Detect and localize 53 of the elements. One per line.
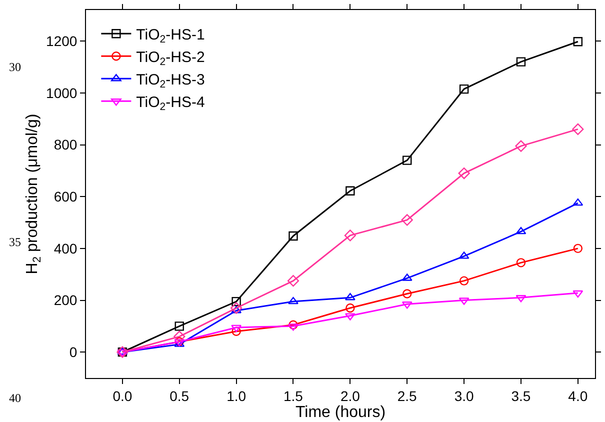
legend-label: TiO$_{2}$-HS-4 [136, 94, 205, 114]
legend-label: TiO$_{2}$-HS-1 [136, 26, 205, 46]
x-tick-label: 3.5 [511, 388, 531, 404]
point [573, 37, 583, 46]
y-tick-label: 400 [54, 240, 78, 256]
point [573, 244, 583, 254]
point [572, 198, 584, 206]
point [572, 123, 584, 136]
text: 40 [9, 391, 21, 405]
point [288, 296, 298, 304]
point [346, 186, 355, 196]
point [402, 156, 412, 165]
y-tick-label: 1200 [46, 33, 78, 49]
point [459, 276, 469, 286]
x-tick-label: 0.5 [170, 388, 190, 404]
point [402, 289, 412, 298]
y-tick-label: 200 [54, 292, 78, 308]
x-tick-label: 2.5 [397, 388, 418, 404]
point [287, 275, 300, 287]
legend-label: TiO$_{2}$-HS-3 [136, 71, 205, 91]
point [516, 57, 526, 66]
point [458, 167, 470, 180]
point [346, 303, 355, 313]
point [516, 226, 526, 234]
y-tick-label: 600 [54, 188, 78, 204]
point [232, 326, 241, 336]
legend-label: TiO$_{2}$-HS-2 [136, 48, 205, 68]
point [288, 320, 298, 330]
point [459, 84, 469, 94]
point [174, 322, 184, 331]
y-tick-label: 0 [69, 344, 78, 360]
x-tick-label: 3.0 [454, 388, 474, 404]
point [401, 214, 413, 226]
point [572, 290, 584, 298]
point [232, 296, 241, 306]
point [231, 324, 242, 332]
x-axis-title: Time (hours) [295, 404, 386, 421]
point [344, 230, 356, 242]
point [515, 140, 527, 152]
point [288, 324, 298, 331]
x-tick-label: 4.0 [568, 388, 588, 404]
x-tick-label: 2.0 [340, 388, 360, 404]
y-tick-label: 800 [54, 136, 78, 153]
text: 30 [9, 60, 21, 74]
x-tick-label: 1.5 [284, 388, 304, 404]
x-tick-label: 1.0 [226, 388, 246, 404]
text: 35 [9, 235, 21, 249]
y-tick-label: 1000 [46, 84, 78, 101]
point [174, 330, 186, 342]
x-tick-label: 0.0 [112, 388, 132, 404]
point [516, 258, 526, 268]
point [288, 231, 298, 241]
point [230, 302, 242, 314]
